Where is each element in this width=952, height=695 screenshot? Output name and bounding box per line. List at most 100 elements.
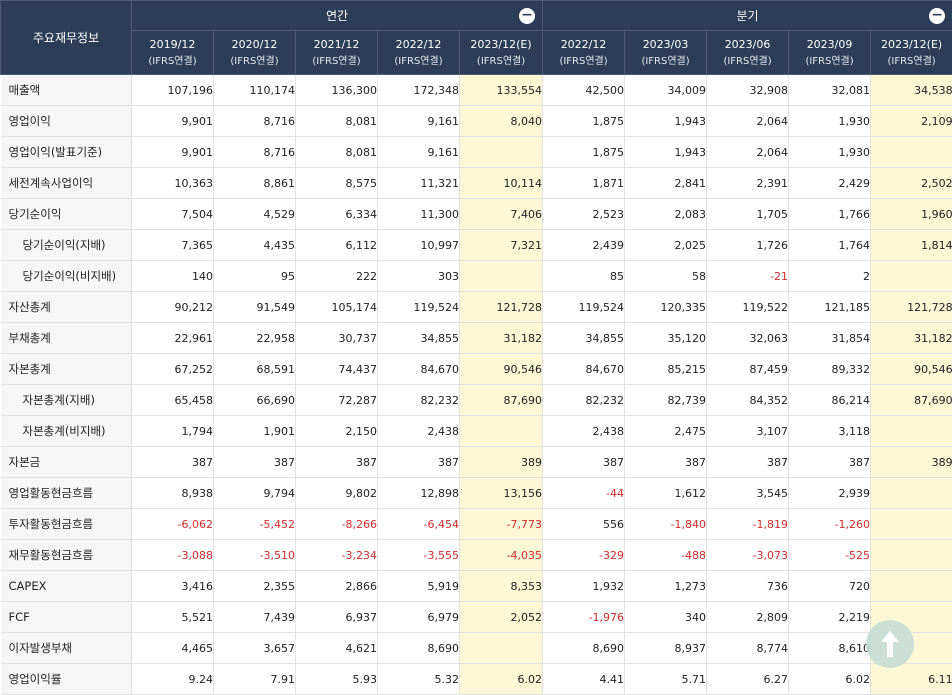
column-basis: (IFRS연결): [559, 55, 608, 67]
table-cell: 84,352: [706, 384, 789, 416]
table-cell: 121,728: [870, 291, 952, 323]
table-cell: 4,435: [213, 229, 296, 261]
column-period: 2020/12: [231, 37, 278, 51]
table-row: 투자활동현금흐름 -6,062 -5,452 -8,266 -6,454 -7,773 55…: [0, 508, 952, 540]
table-cell: 2,052: [458, 601, 543, 633]
table-cell: 85,215: [624, 353, 707, 385]
table-cell: 2,109: [870, 105, 952, 137]
scroll-top-button[interactable]: [866, 620, 914, 668]
table-cell: 82,232: [377, 384, 460, 416]
table-cell: 10,363: [131, 167, 214, 199]
table-cell: 387: [131, 446, 214, 478]
column-header: 2019/12 (IFRS연결): [131, 30, 214, 75]
table-cell: -1,840: [624, 508, 707, 540]
table-cell: 66,690: [213, 384, 296, 416]
table-cell: 119,524: [377, 291, 460, 323]
column-header: 2023/03 (IFRS연결): [624, 30, 708, 75]
table-cell: 7,439: [213, 601, 296, 633]
table-cell: 2,064: [706, 105, 789, 137]
table-cell: -6,062: [131, 508, 214, 540]
column-basis: (IFRS연결): [394, 55, 443, 67]
row-label: 매출액: [0, 74, 132, 106]
table-cell: 22,961: [131, 322, 214, 354]
table-cell: -6,454: [377, 508, 460, 540]
column-header: 2023/06 (IFRS연결): [706, 30, 790, 75]
table-cell: 9,794: [213, 477, 296, 509]
table-cell: 42,500: [542, 74, 625, 106]
table-cell: 1,764: [788, 229, 871, 261]
row-label: CAPEX: [0, 570, 132, 602]
row-label: 자본금: [0, 446, 132, 478]
table-cell: 4,621: [295, 632, 378, 664]
table-cell: 1,960: [870, 198, 952, 230]
table-cell: 7,365: [131, 229, 214, 261]
table-cell: 6.27: [706, 663, 789, 695]
table-cell: 1,943: [624, 105, 707, 137]
table-cell: 9,161: [377, 136, 460, 168]
table-cell: 2,841: [624, 167, 707, 199]
table-cell: -525: [788, 539, 871, 571]
table-cell: 4,529: [213, 198, 296, 230]
table-cell: 8,040: [458, 105, 543, 137]
table-row: 영업이익률 9.24 7.91 5.93 5.32 6.02 4.41 5.71 6.27 6.0…: [0, 663, 952, 695]
table-cell: 67,252: [131, 353, 214, 385]
table-cell: 22,958: [213, 322, 296, 354]
table-cell: 85: [542, 260, 625, 292]
table-cell: 1,875: [542, 105, 625, 137]
table-cell: 2,064: [706, 136, 789, 168]
table-cell: -1,260: [788, 508, 871, 540]
table-cell: 8,937: [624, 632, 707, 664]
table-cell: 90,546: [458, 353, 543, 385]
table-cell: 82,232: [542, 384, 625, 416]
table-cell: 2,523: [542, 198, 625, 230]
table-cell: 8,774: [706, 632, 789, 664]
row-label: 부채총계: [0, 322, 132, 354]
table-cell: 68,591: [213, 353, 296, 385]
table-cell: 2,083: [624, 198, 707, 230]
table-cell: 1,766: [788, 198, 871, 230]
table-cell: -488: [624, 539, 707, 571]
table-cell: 6,979: [377, 601, 460, 633]
row-label: 영업이익(발표기준): [0, 136, 132, 168]
table-cell: 5.71: [624, 663, 707, 695]
table-cell: 222: [295, 260, 378, 292]
column-basis: (IFRS연결): [230, 55, 279, 67]
table-cell: -3,510: [213, 539, 296, 571]
table-cell: -8,266: [295, 508, 378, 540]
table-cell: 32,063: [706, 322, 789, 354]
table-cell: 6.11: [870, 663, 952, 695]
table-cell: -3,088: [131, 539, 214, 571]
row-label: 자산총계: [0, 291, 132, 323]
row-label: 자본총계(지배): [0, 384, 132, 416]
table-cell: 11,321: [377, 167, 460, 199]
table-cell: 556: [542, 508, 625, 540]
column-period: 2023/12(E): [470, 37, 532, 51]
column-period: 2023/06: [724, 37, 771, 51]
table-cell: 9,161: [377, 105, 460, 137]
table-cell: 32,908: [706, 74, 789, 106]
row-label: 영업이익: [0, 105, 132, 137]
table-cell: 31,182: [870, 322, 952, 354]
table-cell: 110,174: [213, 74, 296, 106]
row-label: 영업활동현금흐름: [0, 477, 132, 509]
table-cell: [870, 415, 952, 447]
table-cell: 90,546: [870, 353, 952, 385]
table-cell: 2,439: [542, 229, 625, 261]
table-cell: [458, 632, 543, 664]
table-cell: 31,182: [458, 322, 543, 354]
table-cell: 340: [624, 601, 707, 633]
annual-group-header: 연간 −: [130, 0, 544, 31]
table-cell: 8,081: [295, 105, 378, 137]
table-cell: 1,901: [213, 415, 296, 447]
quarter-collapse-icon[interactable]: −: [929, 8, 946, 24]
table-cell: 6,937: [295, 601, 378, 633]
table-cell: 34,009: [624, 74, 707, 106]
table-row: 영업이익(발표기준) 9,901 8,716 8,081 9,161 1,875 1,943…: [0, 136, 952, 168]
table-cell: 34,538: [870, 74, 952, 106]
table-cell: -1,819: [706, 508, 789, 540]
annual-collapse-icon[interactable]: −: [519, 8, 536, 24]
table-cell: 1,930: [788, 136, 871, 168]
table-cell: 72,287: [295, 384, 378, 416]
table-cell: 1,932: [542, 570, 625, 602]
table-cell: 10,997: [377, 229, 460, 261]
